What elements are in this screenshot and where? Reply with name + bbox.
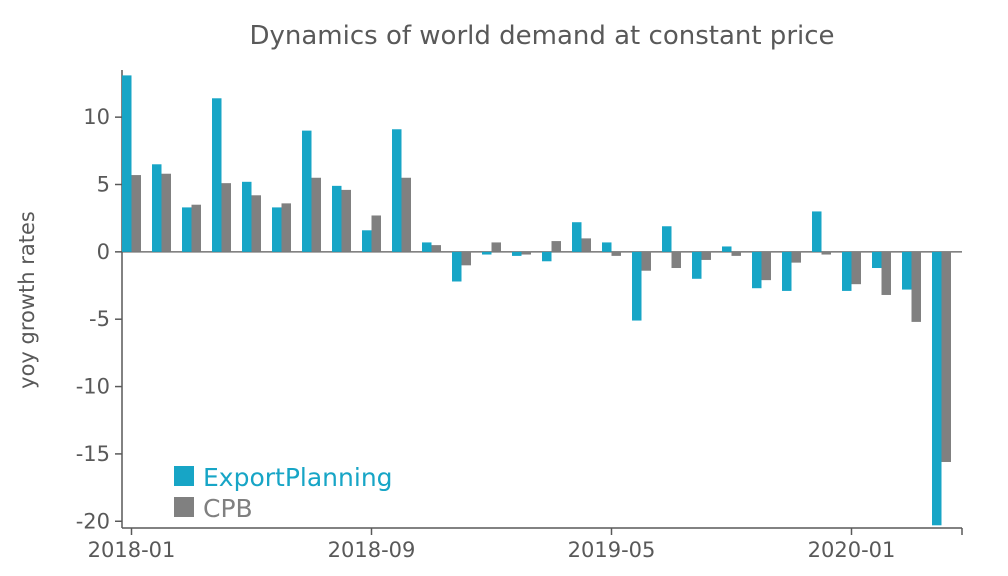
bar-cpb-2018-04 xyxy=(221,183,231,252)
bar-exportplanning-2018-03 xyxy=(182,207,192,252)
y-tick-label: 10 xyxy=(83,105,110,129)
bar-cpb-2019-12 xyxy=(821,251,831,255)
bar-cpb-2019-11 xyxy=(791,251,801,263)
bar-cpb-2019-03 xyxy=(551,241,561,252)
bar-exportplanning-2019-09 xyxy=(722,246,732,252)
bar-exportplanning-2019-10 xyxy=(752,251,762,289)
bar-exportplanning-2020-04 xyxy=(932,251,942,526)
bar-cpb-2018-11 xyxy=(431,245,441,252)
bar-exportplanning-2019-07 xyxy=(662,226,672,252)
bar-cpb-2018-12 xyxy=(461,251,471,266)
bar-cpb-2020-02 xyxy=(881,251,891,295)
bar-cpb-2018-09 xyxy=(371,215,381,252)
bar-exportplanning-2018-11 xyxy=(422,242,432,252)
bar-cpb-2020-03 xyxy=(911,251,921,322)
bar-cpb-2018-08 xyxy=(341,189,351,252)
bar-cpb-2020-04 xyxy=(941,251,951,462)
y-tick-label: -10 xyxy=(76,375,110,399)
bar-exportplanning-2019-04 xyxy=(572,222,582,252)
bar-cpb-2018-01 xyxy=(131,175,141,252)
bar-exportplanning-2018-07 xyxy=(302,130,312,252)
bar-exportplanning-2019-01 xyxy=(482,251,492,255)
bar-cpb-2019-02 xyxy=(521,251,531,255)
bar-exportplanning-2019-05 xyxy=(602,242,612,252)
bar-exportplanning-2019-11 xyxy=(782,251,792,291)
y-axis-label: yoy growth rates xyxy=(15,211,39,389)
bar-exportplanning-2018-01 xyxy=(122,75,132,252)
bar-cpb-2019-08 xyxy=(701,251,711,260)
plot-area: 10 5 0 -5 -10 -15 -20 2018-01 2018-09 2019-05 2020… xyxy=(76,70,963,562)
legend-label-exportplanning: ExportPlanning xyxy=(203,463,393,492)
bar-cpb-2019-10 xyxy=(761,251,771,281)
bar-cpb-2019-09 xyxy=(731,251,741,256)
bar-cpb-2018-06 xyxy=(281,203,291,252)
bar-cpb-2018-03 xyxy=(191,204,201,252)
x-tick-label: 2018-09 xyxy=(328,538,416,562)
bar-exportplanning-2019-08 xyxy=(692,251,702,279)
bar-exportplanning-2018-06 xyxy=(272,207,282,252)
bar-cpb-2018-10 xyxy=(401,177,411,252)
bar-exportplanning-2019-03 xyxy=(542,251,552,262)
bar-cpb-2018-07 xyxy=(311,177,321,252)
bar-cpb-2019-07 xyxy=(671,251,681,269)
bar-exportplanning-2019-12 xyxy=(812,211,822,252)
bar-exportplanning-2020-03 xyxy=(902,251,912,290)
y-tick-label: 0 xyxy=(97,240,110,264)
bar-exportplanning-2018-08 xyxy=(332,185,342,252)
x-tick-label: 2020-01 xyxy=(808,538,896,562)
y-tick-label: -15 xyxy=(76,442,110,466)
bar-cpb-2019-05 xyxy=(611,251,621,256)
bar-exportplanning-2018-04 xyxy=(212,98,222,252)
bar-exportplanning-2018-02 xyxy=(152,164,162,252)
bar-cpb-2020-01 xyxy=(851,251,861,285)
bar-exportplanning-2019-02 xyxy=(512,251,522,256)
legend-swatch-cpb xyxy=(174,497,194,517)
bar-cpb-2019-06 xyxy=(641,251,651,271)
bar-cpb-2018-05 xyxy=(251,195,261,252)
bar-cpb-2019-01 xyxy=(491,242,501,252)
y-tick-label: -5 xyxy=(89,307,110,331)
bar-exportplanning-2020-02 xyxy=(872,251,882,269)
bar-exportplanning-2018-05 xyxy=(242,181,252,252)
y-tick-label: -20 xyxy=(76,509,110,533)
bar-cpb-2018-02 xyxy=(161,173,171,252)
bar-exportplanning-2018-09 xyxy=(362,230,372,252)
bar-exportplanning-2019-06 xyxy=(632,251,642,321)
bar-exportplanning-2018-10 xyxy=(392,129,402,252)
bar-exportplanning-2020-01 xyxy=(842,251,852,291)
x-tick-label: 2019-05 xyxy=(568,538,656,562)
x-tick-label: 2018-01 xyxy=(88,538,176,562)
bar-exportplanning-2018-12 xyxy=(452,251,462,282)
bar-cpb-2019-04 xyxy=(581,238,591,252)
legend-label-cpb: CPB xyxy=(203,494,253,523)
legend-swatch-exportplanning xyxy=(174,466,194,486)
chart-title: Dynamics of world demand at constant pri… xyxy=(249,21,834,51)
y-tick-label: 5 xyxy=(97,173,110,197)
